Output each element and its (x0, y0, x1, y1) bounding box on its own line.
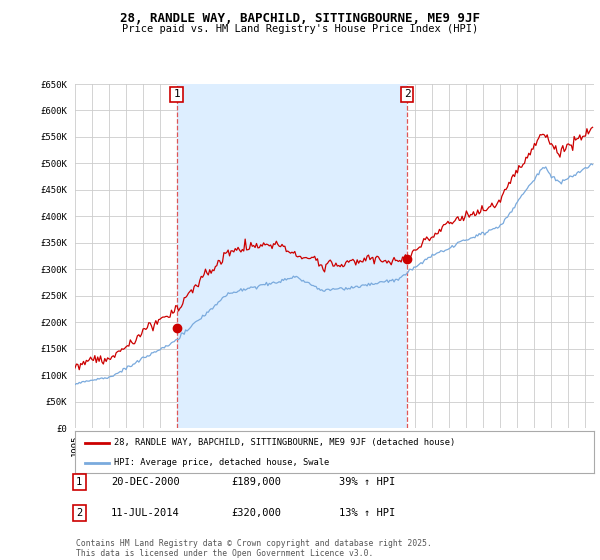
Text: 20-DEC-2000: 20-DEC-2000 (111, 477, 180, 487)
Text: Contains HM Land Registry data © Crown copyright and database right 2025.
This d: Contains HM Land Registry data © Crown c… (76, 539, 432, 558)
Text: 2: 2 (76, 508, 82, 518)
Text: £189,000: £189,000 (231, 477, 281, 487)
Text: 2: 2 (404, 89, 411, 99)
Text: 28, RANDLE WAY, BAPCHILD, SITTINGBOURNE, ME9 9JF: 28, RANDLE WAY, BAPCHILD, SITTINGBOURNE,… (120, 12, 480, 25)
Text: 1: 1 (76, 477, 82, 487)
Text: 1: 1 (173, 89, 180, 99)
Text: Price paid vs. HM Land Registry's House Price Index (HPI): Price paid vs. HM Land Registry's House … (122, 24, 478, 34)
Text: 13% ↑ HPI: 13% ↑ HPI (339, 508, 395, 518)
Text: 11-JUL-2014: 11-JUL-2014 (111, 508, 180, 518)
Text: £320,000: £320,000 (231, 508, 281, 518)
Text: 39% ↑ HPI: 39% ↑ HPI (339, 477, 395, 487)
Text: HPI: Average price, detached house, Swale: HPI: Average price, detached house, Swal… (114, 458, 329, 467)
Text: 28, RANDLE WAY, BAPCHILD, SITTINGBOURNE, ME9 9JF (detached house): 28, RANDLE WAY, BAPCHILD, SITTINGBOURNE,… (114, 438, 455, 447)
Bar (176, 84, 407, 428)
